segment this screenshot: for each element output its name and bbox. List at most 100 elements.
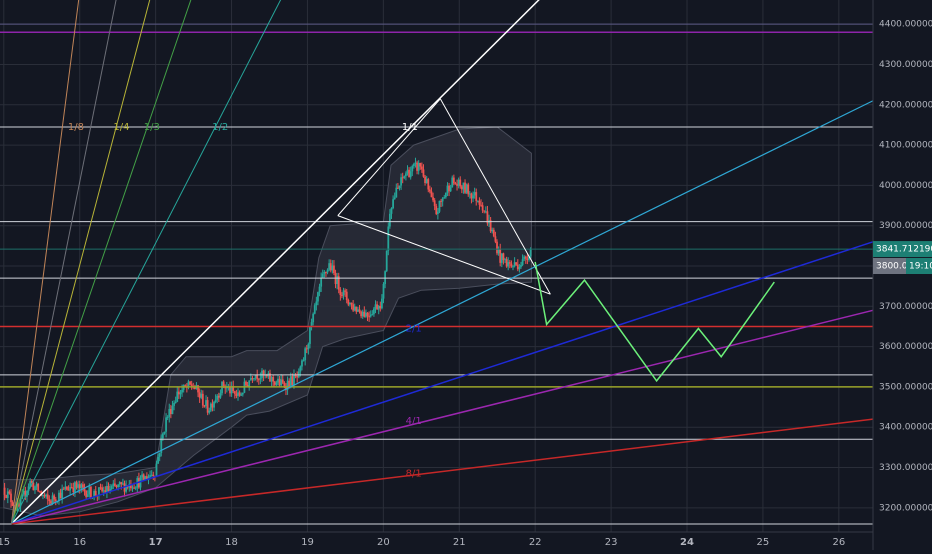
candle-body [256,374,259,380]
fan-1-8-line [10,0,80,525]
candle-body [448,185,450,192]
triangle-left-line [337,98,441,216]
candle-body [50,501,52,504]
candle-body [45,494,48,497]
candle-body [70,487,73,489]
fan-1-2-line [10,0,282,525]
candle-body [93,490,96,498]
candle-body [134,487,137,489]
candle-body [358,309,361,312]
candle-body [467,184,470,195]
candle-body [67,489,70,491]
candle-body [528,256,530,260]
x-tick-label: 22 [529,537,542,548]
candle-body [53,495,56,500]
candle-body [310,322,313,327]
fan-label: 1/4 [113,122,129,133]
candle-body [512,266,514,268]
candle-body [387,226,390,251]
candle-body [440,200,442,202]
candle-body [468,193,471,195]
candle-body [385,250,388,272]
fan-label: 8/1 [406,469,422,480]
candle-body [11,502,14,506]
horizontal-levels[interactable] [0,23,873,525]
candle-body [264,374,267,376]
candle-body [456,183,458,186]
candle-body [61,488,64,499]
projection-zigzag-line [534,261,775,383]
candle-body [251,378,254,380]
candle-body [211,403,214,408]
candle-body [59,492,62,499]
candle-body [483,210,486,212]
candle-body [208,410,211,413]
candle-body [174,401,177,404]
candle-body [235,393,238,396]
candle-body [232,386,235,392]
candle-body [201,393,204,406]
candle-body [333,265,335,274]
candle-body [518,266,521,270]
candle-body [193,387,196,390]
candle-body [222,381,225,387]
y-tick-label: 4000.00000000 [879,181,932,191]
candle-body [446,185,449,193]
fan-1-4-line [10,0,151,525]
candle-body [473,192,476,196]
candle-body [190,384,193,387]
candle-body [491,229,494,232]
x-tick-label: 25 [757,537,770,548]
candle-body [165,417,167,432]
candle-body [216,395,219,400]
candle-body [249,378,252,381]
candle-body [408,169,410,178]
candle-body [246,384,249,387]
time-remaining-badge [906,258,932,274]
candle-body [46,494,49,500]
y-tick-label: 4400.00000000 [879,20,932,30]
candle-body [181,389,183,393]
candle-body [74,482,76,493]
candle-body [177,391,180,395]
candle-body [259,377,262,380]
candle-body [197,385,199,393]
candle-body [496,241,498,254]
candle-body [10,493,12,503]
candle-body [529,249,532,257]
candle-body [241,392,244,395]
candle-body [400,177,402,186]
candle-body [484,211,487,213]
candle-body [293,374,295,386]
candle-body [86,494,89,497]
candle-body [441,198,444,202]
candle-body [339,289,342,296]
candle-body [460,186,463,190]
y-tick-label: 3600.00000000 [879,342,932,352]
candle-body [449,187,452,192]
candle-body [114,483,116,486]
fan-red-line [11,418,874,525]
fan-light-blue-line [11,100,874,525]
candle-body [22,490,25,495]
y-tick-label: 3300.00000000 [879,463,932,473]
candle-body [301,360,303,367]
candle-body [317,292,319,302]
y-tick-label: 3400.00000000 [879,423,932,433]
envelope-band [3,126,532,517]
candle-body [187,381,190,388]
candle-body [80,484,83,489]
projection-path[interactable] [534,261,775,383]
candle-body [150,474,153,476]
candle-body [462,182,465,190]
candle-body [69,487,72,491]
candle-body [214,399,217,402]
candle-body [72,487,75,493]
price-axis-panel [873,0,932,550]
candle-body [357,309,359,312]
candle-body [238,392,241,396]
candle-body [139,477,142,488]
